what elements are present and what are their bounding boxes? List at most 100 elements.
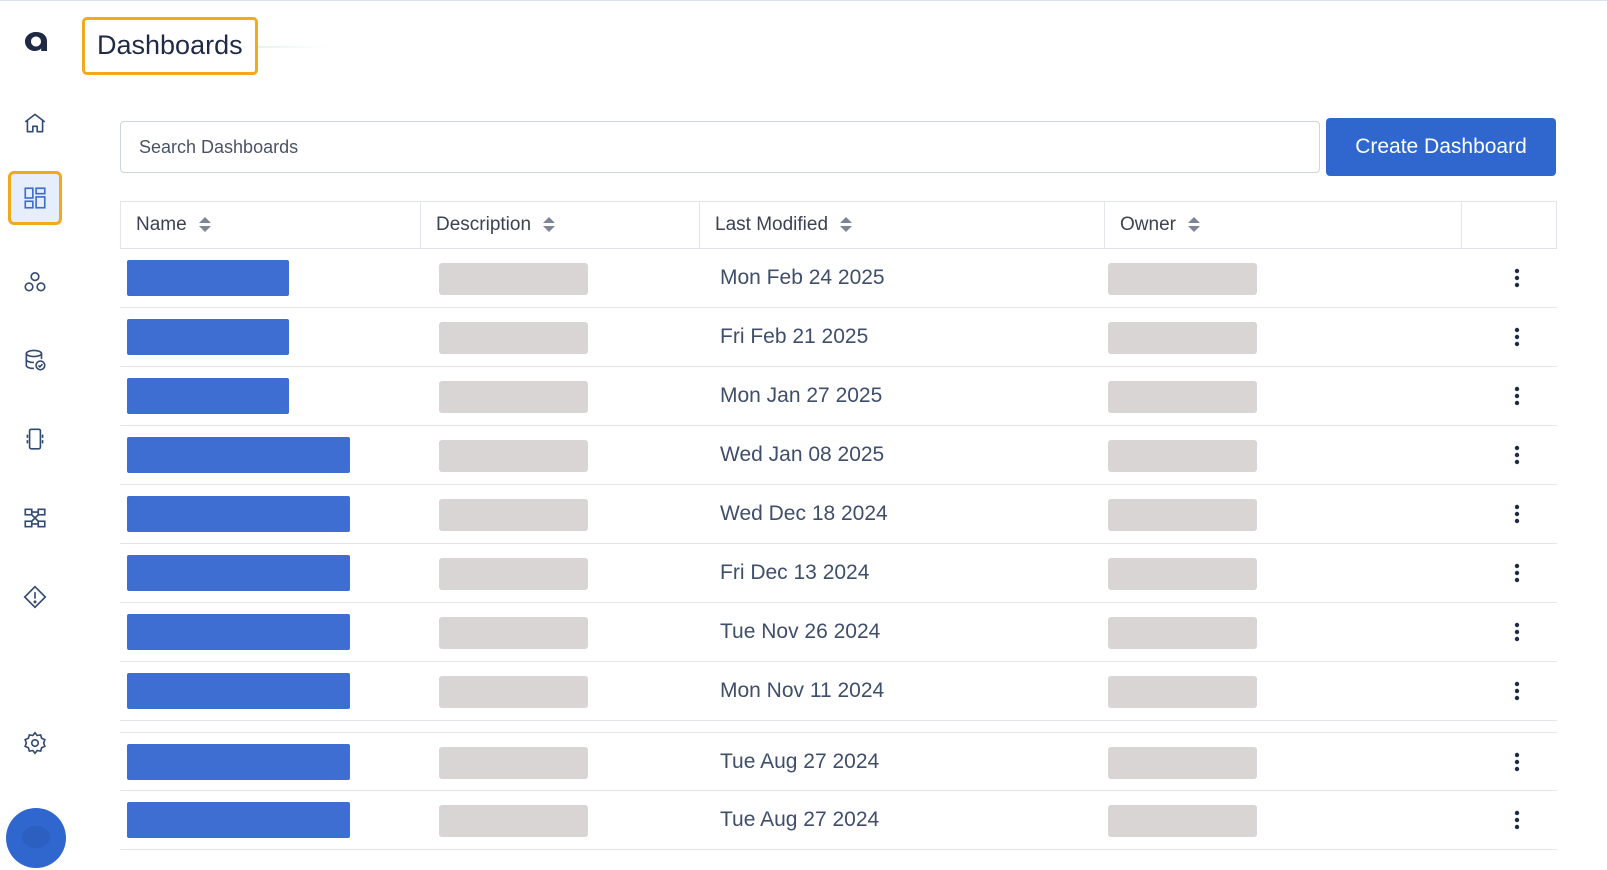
page-title: Dashboards (82, 17, 258, 75)
sort-icon[interactable] (1187, 217, 1200, 233)
sidebar-item-workflow[interactable] (8, 491, 62, 545)
search-input[interactable] (120, 121, 1320, 173)
sidebar-item-alerts[interactable] (8, 570, 62, 624)
redacted-description (439, 499, 588, 531)
more-vertical-icon (1514, 752, 1520, 772)
redacted-name-link[interactable] (127, 437, 350, 473)
redacted-name-link[interactable] (127, 744, 350, 780)
dashboards-table: Name Description Last Modified Owner Mon… (120, 201, 1557, 850)
title-underline (258, 46, 328, 48)
sort-icon[interactable] (543, 217, 556, 233)
table-row[interactable]: Mon Jan 27 2025 (120, 367, 1557, 426)
more-vertical-icon (1514, 445, 1520, 465)
last-modified-cell: Mon Jan 27 2025 (720, 384, 883, 407)
device-icon (26, 428, 44, 450)
column-header-name[interactable]: Name (121, 202, 420, 248)
redacted-name-link[interactable] (127, 496, 350, 532)
table-row[interactable]: Tue Aug 27 2024 (120, 732, 1557, 791)
more-vertical-icon (1514, 810, 1520, 830)
redacted-name-link[interactable] (127, 319, 289, 355)
more-vertical-icon (1514, 622, 1520, 642)
row-actions-button[interactable] (1498, 672, 1536, 710)
redacted-owner (1108, 499, 1257, 531)
more-vertical-icon (1514, 504, 1520, 524)
last-modified-cell: Tue Aug 27 2024 (720, 808, 880, 831)
row-actions-button[interactable] (1498, 436, 1536, 474)
redacted-owner (1108, 805, 1257, 837)
row-actions-button[interactable] (1498, 554, 1536, 592)
redacted-name-link[interactable] (127, 673, 350, 709)
table-row[interactable]: Mon Nov 11 2024 (120, 662, 1557, 721)
table-row[interactable]: Wed Dec 18 2024 (120, 485, 1557, 544)
more-vertical-icon (1514, 563, 1520, 583)
redacted-name-link[interactable] (127, 378, 289, 414)
redacted-owner (1108, 558, 1257, 590)
workflow-icon (24, 508, 46, 528)
redacted-description (439, 440, 588, 472)
home-icon (24, 113, 46, 133)
sidebar-item-database[interactable] (8, 333, 62, 387)
user-avatar[interactable] (6, 808, 66, 868)
row-actions-button[interactable] (1498, 259, 1536, 297)
more-vertical-icon (1514, 681, 1520, 701)
table-row[interactable]: Wed Jan 08 2025 (120, 426, 1557, 485)
row-actions-button[interactable] (1498, 801, 1536, 839)
last-modified-cell: Wed Jan 08 2025 (720, 443, 885, 466)
redacted-description (439, 381, 588, 413)
create-dashboard-button[interactable]: Create Dashboard (1326, 118, 1556, 176)
database-check-icon (25, 349, 46, 371)
more-vertical-icon (1514, 386, 1520, 406)
sidebar-item-device[interactable] (8, 412, 62, 466)
settings-button[interactable] (8, 716, 62, 770)
column-header-owner[interactable]: Owner (1104, 202, 1461, 248)
column-header-actions (1461, 202, 1556, 248)
gear-icon (24, 731, 46, 755)
redacted-name-link[interactable] (127, 260, 289, 296)
sidebar (0, 0, 70, 870)
last-modified-cell: Tue Aug 27 2024 (720, 750, 880, 773)
sidebar-item-graph[interactable] (8, 255, 62, 309)
table-row[interactable]: Tue Aug 27 2024 (120, 791, 1557, 850)
row-actions-button[interactable] (1498, 613, 1536, 651)
sidebar-item-home[interactable] (8, 96, 62, 150)
row-actions-button[interactable] (1498, 495, 1536, 533)
table-header: Name Description Last Modified Owner (120, 201, 1557, 249)
redacted-name-link[interactable] (127, 802, 350, 838)
row-actions-button[interactable] (1498, 318, 1536, 356)
last-modified-cell: Tue Nov 26 2024 (720, 620, 881, 643)
redacted-description (439, 676, 588, 708)
redacted-owner (1108, 440, 1257, 472)
app-logo[interactable] (22, 25, 50, 55)
table-row[interactable]: Fri Feb 21 2025 (120, 308, 1557, 367)
row-actions-button[interactable] (1498, 743, 1536, 781)
redacted-owner (1108, 676, 1257, 708)
redacted-description (439, 747, 588, 779)
row-actions-button[interactable] (1498, 377, 1536, 415)
network-nodes-icon (24, 271, 46, 292)
alert-diamond-icon (23, 585, 47, 609)
more-vertical-icon (1514, 327, 1520, 347)
table-row[interactable]: Tue Nov 26 2024 (120, 603, 1557, 662)
redacted-name-link[interactable] (127, 555, 350, 591)
column-header-last-modified[interactable]: Last Modified (699, 202, 1104, 248)
redacted-owner (1108, 381, 1257, 413)
last-modified-cell: Mon Feb 24 2025 (720, 266, 885, 289)
last-modified-cell: Fri Dec 13 2024 (720, 561, 870, 584)
redacted-name-link[interactable] (127, 614, 350, 650)
column-header-description[interactable]: Description (420, 202, 699, 248)
redacted-owner (1108, 263, 1257, 295)
sidebar-item-dashboards[interactable] (8, 171, 62, 225)
sort-icon[interactable] (198, 217, 211, 233)
redacted-owner (1108, 617, 1257, 649)
last-modified-cell: Fri Feb 21 2025 (720, 325, 869, 348)
redacted-description (439, 805, 588, 837)
table-row[interactable]: Fri Dec 13 2024 (120, 544, 1557, 603)
sort-icon[interactable] (840, 217, 853, 233)
redacted-description (439, 322, 588, 354)
top-border (0, 0, 1607, 1)
last-modified-cell: Wed Dec 18 2024 (720, 502, 888, 525)
last-modified-cell: Mon Nov 11 2024 (720, 679, 885, 702)
redacted-description (439, 617, 588, 649)
redacted-description (439, 263, 588, 295)
table-row[interactable]: Mon Feb 24 2025 (120, 249, 1557, 308)
